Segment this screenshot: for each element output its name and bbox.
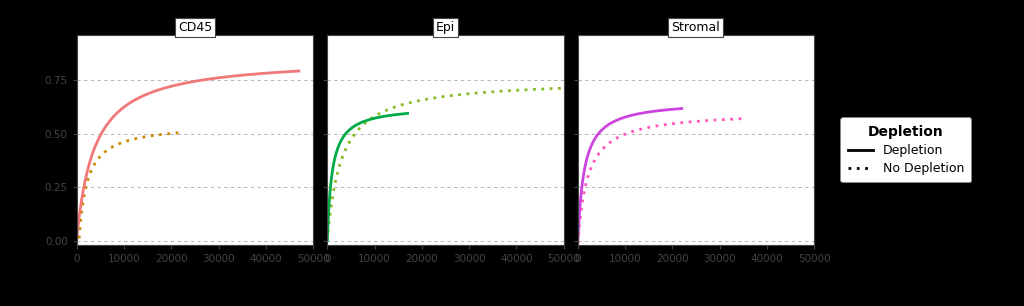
Title: CD45: CD45 bbox=[178, 21, 212, 34]
Y-axis label: Saturation: Saturation bbox=[26, 107, 39, 173]
Legend: Depletion, No Depletion: Depletion, No Depletion bbox=[840, 118, 972, 182]
Title: Epi: Epi bbox=[436, 21, 455, 34]
Title: Stromal: Stromal bbox=[672, 21, 720, 34]
Text: Reads.Per.Cell: Reads.Per.Cell bbox=[395, 290, 496, 303]
